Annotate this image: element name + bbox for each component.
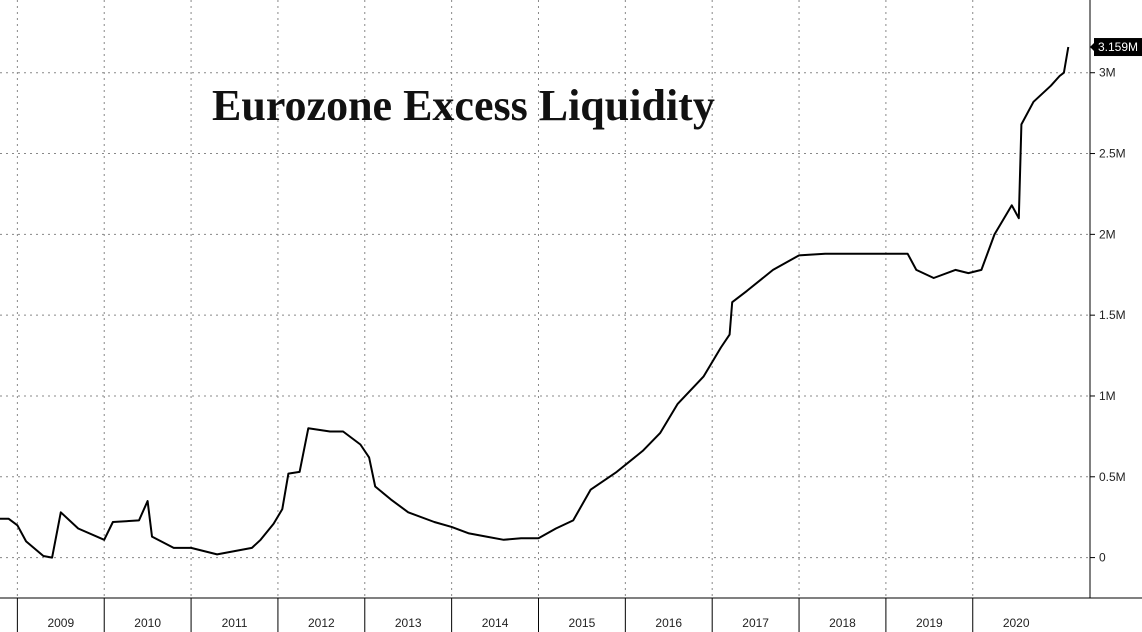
last-value-box xyxy=(1094,38,1142,57)
x-tick-label: 2017 xyxy=(742,616,769,630)
y-tick-label: 0 xyxy=(1099,551,1106,565)
x-tick-label: 2020 xyxy=(1003,616,1030,630)
x-tick-label: 2014 xyxy=(482,616,509,630)
x-tick-label: 2019 xyxy=(916,616,943,630)
y-axis-ticks: 0 0.5M 1M 1.5M 2M 2.5M 3M xyxy=(1090,66,1126,565)
y-tick-label: 2.5M xyxy=(1099,147,1126,161)
x-tick-label: 2011 xyxy=(222,616,248,630)
x-tick-label: 2018 xyxy=(829,616,856,630)
x-tick-label: 2009 xyxy=(47,616,74,630)
y-tick-label: 1M xyxy=(1099,389,1116,403)
y-tick-label: 2M xyxy=(1099,227,1116,241)
series-line xyxy=(0,46,1070,559)
y-tick-label: 1.5M xyxy=(1099,308,1126,322)
last-value-pointer xyxy=(1090,42,1095,53)
x-tick-label: 2012 xyxy=(308,616,335,630)
x-tick-label: 2013 xyxy=(395,616,422,630)
last-value-label: 3.159M xyxy=(1098,40,1138,54)
series-line-group xyxy=(0,46,1070,559)
y-tick-label: 3M xyxy=(1099,66,1116,80)
x-tick-label: 2016 xyxy=(655,616,682,630)
x-axis-ticks: 2009 2010 2011 2012 2013 2014 2015 2016 2017 2018… xyxy=(16,598,1030,632)
last-value-badge: 3.159M xyxy=(1090,38,1142,57)
x-tick-label: 2010 xyxy=(134,616,161,630)
chart-title: Eurozone Excess Liquidity xyxy=(212,81,715,130)
x-tick-label: 2015 xyxy=(569,616,596,630)
y-tick-label: 0.5M xyxy=(1099,470,1126,484)
gridlines xyxy=(0,0,1090,598)
